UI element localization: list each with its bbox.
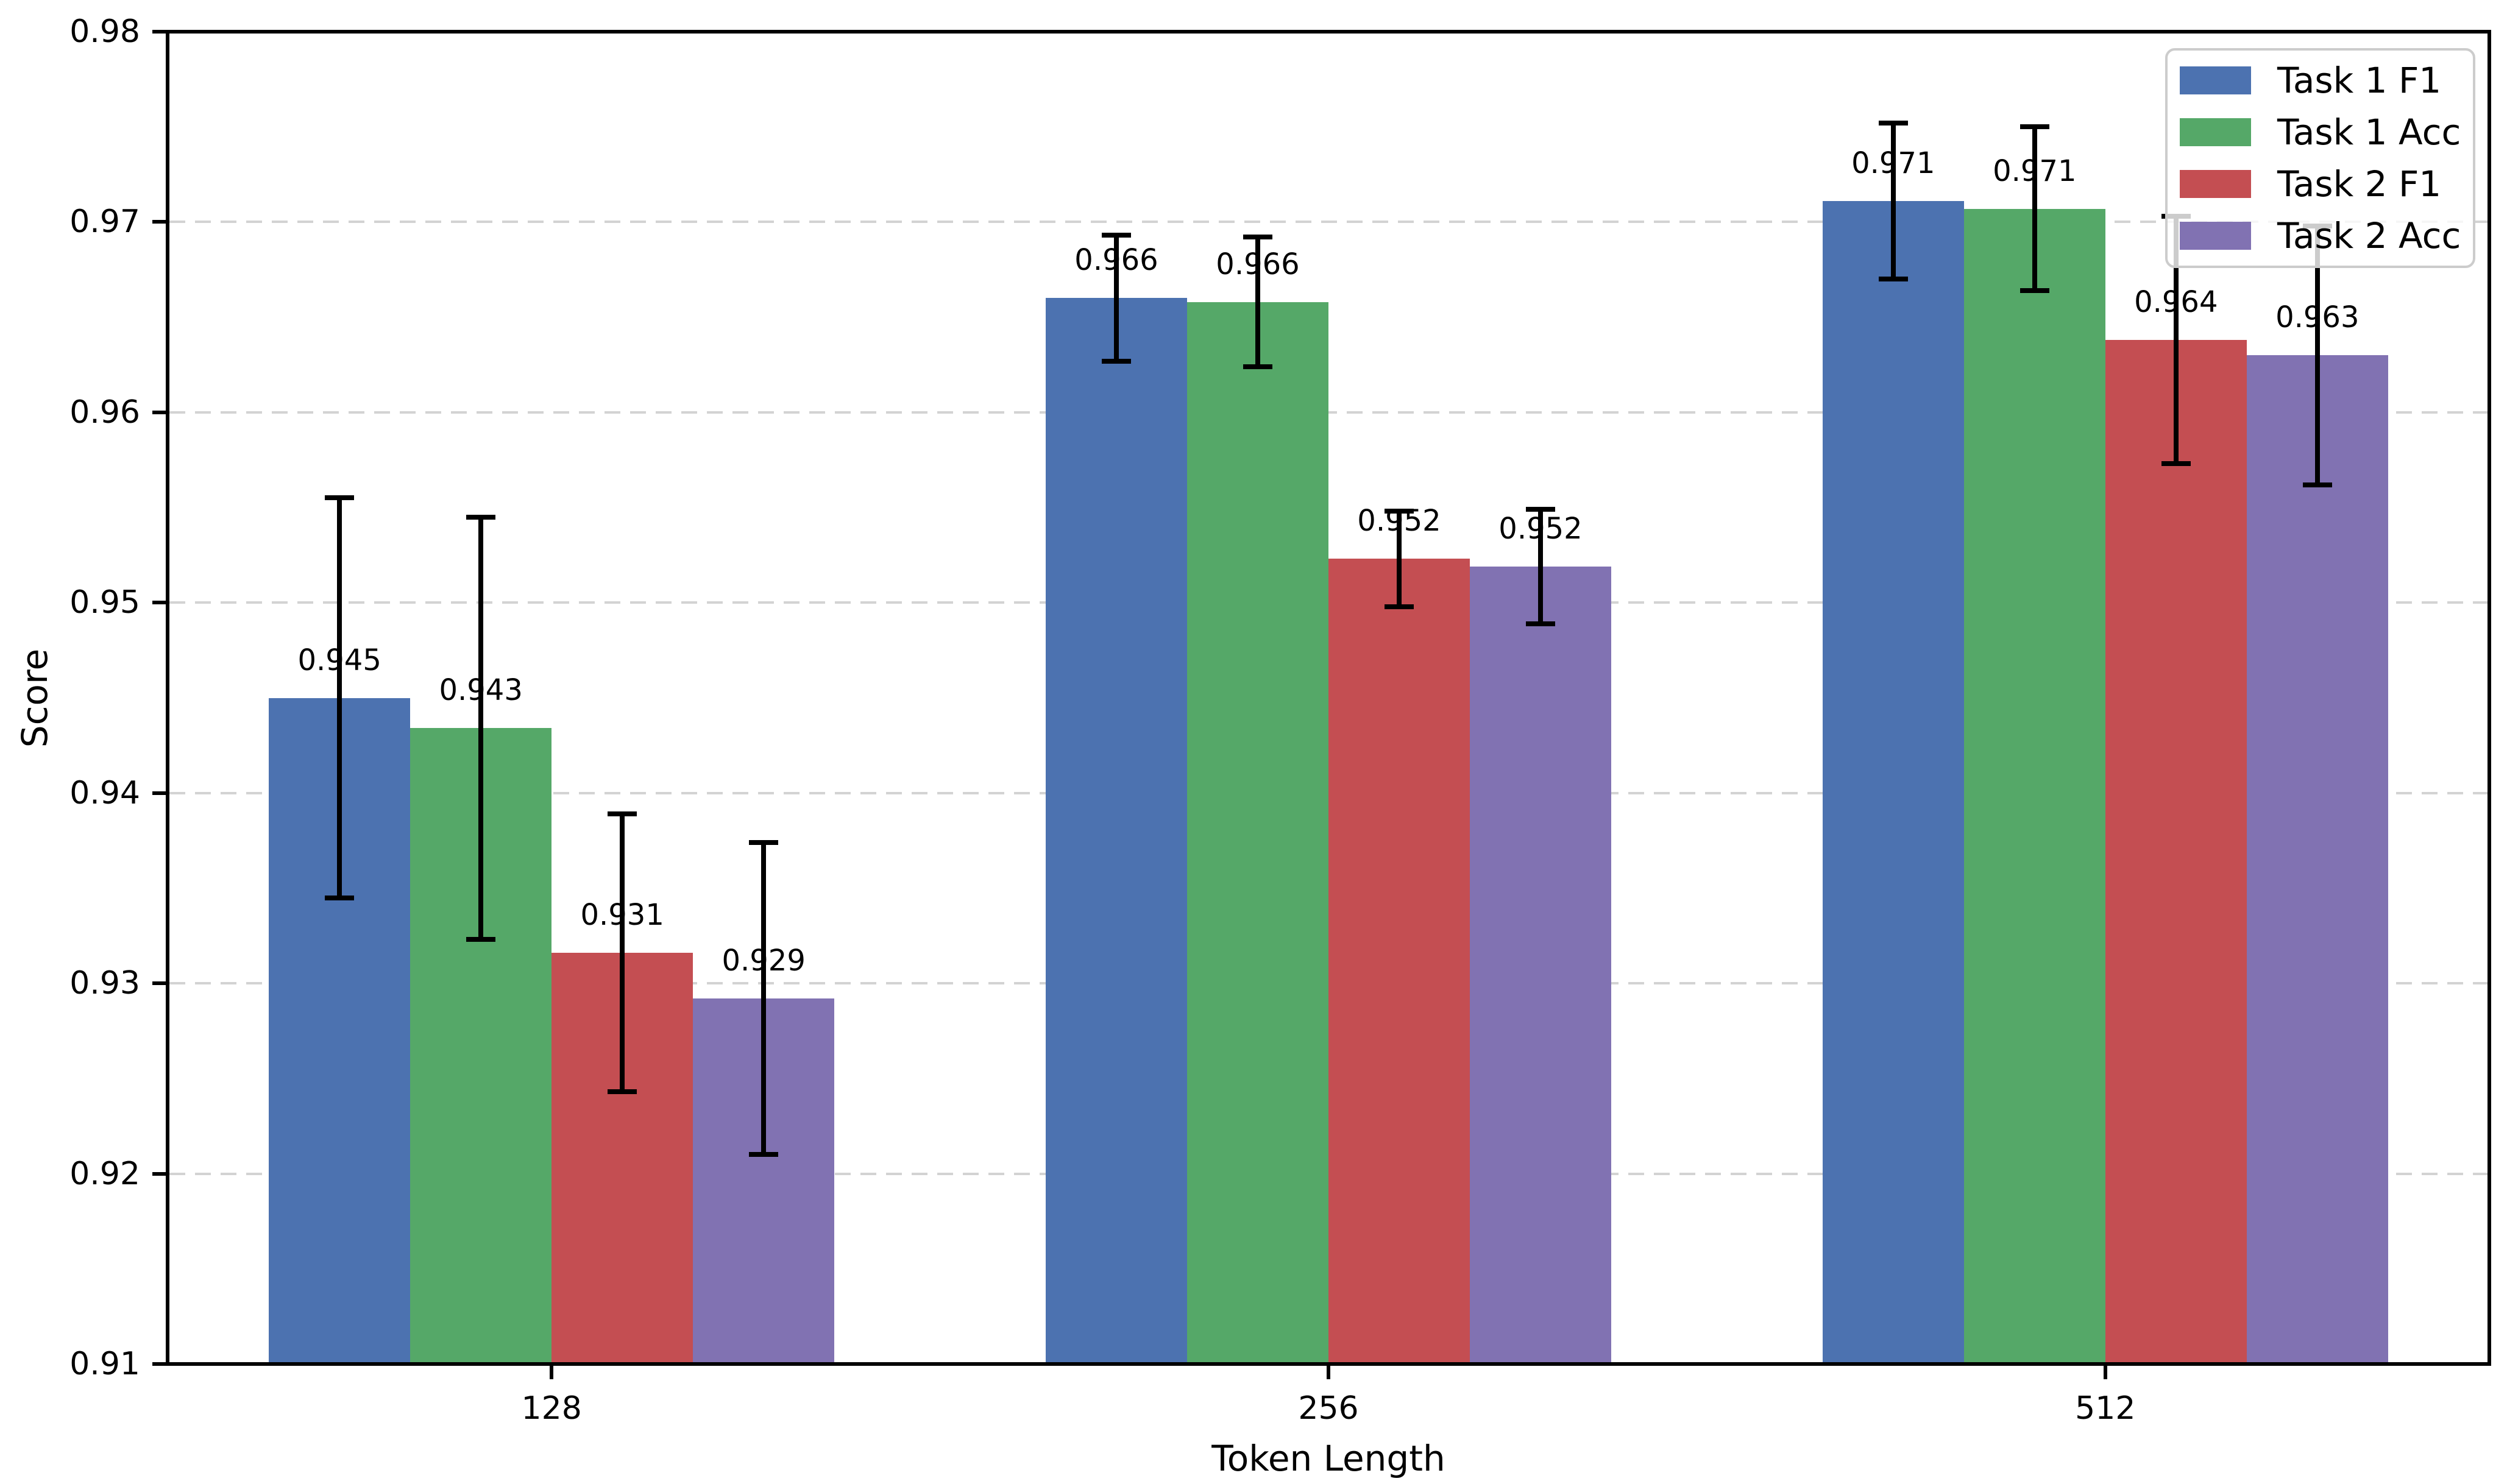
bar-value-label: 0.952 (1357, 504, 1441, 539)
legend-label: Task 1 F1 (2277, 59, 2442, 101)
legend-label: Task 1 Acc (2277, 111, 2461, 153)
error-cap-top (325, 495, 355, 501)
error-bar (2314, 225, 2320, 485)
error-cap-bottom (1243, 364, 1272, 369)
error-cap-bottom (466, 937, 496, 942)
gridline (169, 411, 2487, 414)
bar-task-1-acc-512 (1963, 208, 2105, 1364)
error-cap-top (1878, 120, 1908, 125)
error-cap-bottom (2019, 288, 2049, 293)
error-bar (1114, 235, 1119, 361)
error-bar (620, 814, 625, 1092)
x-tick (550, 1366, 554, 1379)
error-bar (761, 842, 767, 1155)
error-cap-top (1102, 233, 1131, 238)
y-tick (152, 220, 166, 224)
error-cap-bottom (2302, 482, 2332, 487)
legend-swatch-task-1-acc (2180, 118, 2251, 146)
x-tick-label: 256 (1298, 1390, 1359, 1427)
error-cap-bottom (325, 895, 355, 900)
error-bar (478, 517, 484, 940)
error-bar (2173, 216, 2179, 464)
legend-item-task-2-acc: Task 2 Acc (2180, 210, 2461, 261)
error-bar (337, 498, 342, 898)
y-tick-label: 0.93 (69, 965, 140, 1002)
legend-item-task-2-f1: Task 2 F1 (2180, 158, 2455, 210)
y-tick (152, 601, 166, 605)
y-tick-label: 0.96 (69, 394, 140, 431)
error-bar (1538, 509, 1543, 624)
bar-task-2-acc-512 (2246, 355, 2388, 1364)
legend-label: Task 2 Acc (2277, 214, 2461, 256)
x-tick (1327, 1366, 1330, 1379)
y-tick (152, 791, 166, 795)
legend-label: Task 2 F1 (2277, 163, 2442, 205)
error-cap-bottom (1526, 621, 1555, 626)
legend-item-task-1-f1: Task 1 F1 (2180, 54, 2455, 106)
legend-swatch-task-2-f1 (2180, 169, 2251, 198)
error-cap-bottom (2161, 461, 2191, 467)
y-tick (152, 1171, 166, 1176)
error-cap-top (1526, 507, 1555, 512)
error-cap-bottom (1878, 277, 1908, 282)
x-axis-label: Token Length (1211, 1438, 1445, 1479)
y-tick-label: 0.97 (69, 203, 140, 241)
y-tick (152, 981, 166, 986)
y-tick-label: 0.91 (69, 1346, 140, 1382)
y-tick-label: 0.94 (69, 774, 140, 811)
error-cap-top (749, 839, 779, 845)
bar-value-label: 0.966 (1074, 243, 1158, 278)
bar-value-label: 0.971 (1993, 154, 2077, 188)
y-tick (152, 410, 166, 414)
bar-task-2-f1-512 (2105, 340, 2247, 1364)
error-cap-top (1385, 509, 1414, 514)
legend-swatch-task-2-acc (2180, 221, 2251, 250)
error-cap-top (1243, 235, 1272, 240)
y-tick (152, 30, 166, 34)
bar-value-label: 0.929 (722, 944, 806, 978)
error-cap-top (2019, 124, 2049, 130)
x-tick-label: 512 (2075, 1390, 2136, 1427)
bar-value-label: 0.945 (297, 643, 381, 677)
error-cap-top (466, 514, 496, 520)
bar-value-label: 0.952 (1498, 511, 1583, 546)
y-tick-label: 0.95 (69, 584, 140, 621)
bar-value-label: 0.964 (2134, 285, 2218, 320)
error-bar (2032, 127, 2037, 291)
error-cap-bottom (608, 1089, 637, 1095)
y-tick-label: 0.98 (69, 13, 140, 50)
bar-task-2-acc-256 (1470, 566, 1611, 1364)
error-bar (1890, 122, 1896, 280)
error-cap-bottom (1385, 604, 1414, 609)
bar-value-label: 0.966 (1216, 247, 1300, 281)
error-bar (1397, 511, 1402, 607)
error-cap-bottom (1102, 358, 1131, 364)
bar-task-1-f1-512 (1822, 201, 1964, 1364)
error-bar (1255, 237, 1260, 367)
bar-value-label: 0.943 (439, 673, 523, 708)
bar-value-label: 0.931 (580, 898, 664, 933)
legend: Task 1 F1 Task 1 Acc Task 2 F1 Task 2 Acc (2165, 48, 2475, 268)
error-cap-top (608, 811, 637, 817)
x-tick-label: 128 (521, 1390, 582, 1427)
y-tick (152, 1362, 166, 1366)
error-cap-bottom (749, 1152, 779, 1157)
bar-task-1-acc-256 (1187, 302, 1328, 1364)
x-tick (2103, 1366, 2107, 1379)
gridline (169, 221, 2487, 224)
bar-value-label: 0.971 (1851, 146, 1935, 181)
bar-value-label: 0.963 (2275, 300, 2360, 335)
bar-task-1-f1-256 (1046, 298, 1187, 1364)
legend-item-task-1-acc: Task 1 Acc (2180, 106, 2461, 158)
legend-swatch-task-1-f1 (2180, 66, 2251, 94)
y-tick-label: 0.92 (69, 1155, 140, 1192)
bar-task-2-f1-256 (1328, 559, 1470, 1364)
